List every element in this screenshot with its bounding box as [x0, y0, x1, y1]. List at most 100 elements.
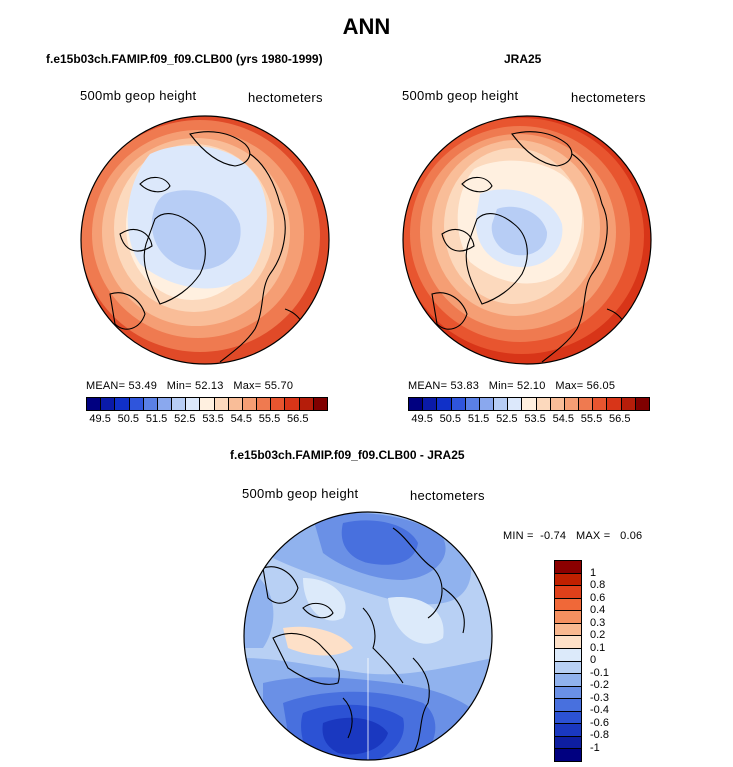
colorbar-swatch — [555, 711, 581, 725]
colorbar-swatch — [555, 686, 581, 700]
colorbar-tick-label: -1 — [590, 741, 600, 754]
max-label: Max= — [555, 380, 584, 392]
colorbar-tick-label: 55.5 — [258, 413, 281, 425]
colorbar-diff — [554, 560, 582, 762]
colorbar-swatch — [285, 398, 300, 410]
colorbar-tick-label: 56.5 — [287, 413, 309, 425]
colorbar-swatch — [101, 398, 116, 410]
colorbar-tick-label: 0 — [590, 654, 597, 666]
colorbar-tick-label: -0.3 — [590, 691, 609, 704]
colorbar-swatch — [621, 398, 636, 410]
colorbar-tick-label: 50.5 — [439, 413, 462, 425]
map-left — [80, 115, 330, 365]
max-value: 55.70 — [264, 380, 294, 392]
colorbar-swatch — [550, 398, 565, 410]
colorbar-tick-label: 56.5 — [609, 413, 631, 425]
colorbar-swatch — [242, 398, 258, 410]
colorbar-swatch — [555, 736, 581, 750]
colorbar-swatch — [536, 398, 551, 410]
colorbar-swatch — [437, 398, 452, 410]
colorbar-swatch — [299, 398, 314, 410]
colorbar-swatch — [257, 398, 272, 410]
colorbar-swatch — [555, 573, 581, 587]
colorbar-tick-label: 52.5 — [496, 413, 518, 425]
map-right — [402, 115, 652, 365]
colorbar-swatch — [494, 398, 509, 410]
colorbar-tick-label: 49.5 — [411, 413, 433, 425]
colorbar-tick-label: 54.5 — [552, 413, 574, 425]
min-label: Min= — [166, 380, 192, 392]
colorbar-swatch — [555, 724, 581, 737]
panel-left-case-title: f.e15b03ch.FAMIP.f09_f09.CLB00 (yrs 1980… — [46, 52, 323, 66]
colorbar-swatch — [508, 398, 523, 410]
max-label: Max= — [233, 380, 262, 392]
min-value: 52.13 — [195, 380, 224, 392]
mean-label: MEAN= — [86, 380, 126, 392]
colorbar-swatch — [228, 398, 243, 410]
colorbar-swatch — [555, 598, 581, 612]
colorbar-tick-label: 1 — [590, 566, 597, 579]
min-value: 52.10 — [517, 380, 546, 392]
min-value: -0.74 — [540, 530, 567, 542]
colorbar-swatch — [555, 749, 581, 761]
colorbar-tick-label: 51.5 — [145, 413, 168, 425]
colorbar-swatch — [214, 398, 229, 410]
diff-units-label: hectometers — [410, 488, 485, 503]
colorbar-tick-label: 55.5 — [580, 413, 603, 425]
colorbar-tick-label: -0.8 — [590, 729, 609, 741]
figure-title: ANN — [342, 14, 391, 39]
colorbar-swatch — [87, 398, 102, 410]
colorbar-tick-label: 51.5 — [467, 413, 490, 425]
max-value: 0.06 — [620, 530, 643, 542]
map-diff — [243, 511, 493, 761]
colorbar-swatch — [555, 623, 581, 637]
colorbar-tick-label: -0.1 — [590, 666, 609, 679]
colorbar-swatch — [129, 398, 144, 410]
colorbar-swatch — [522, 398, 537, 410]
colorbar-swatch — [409, 398, 424, 410]
diff-stats: MIN = -0.74 MAX = 0.06 — [503, 530, 642, 542]
colorbar-swatch — [593, 398, 608, 410]
colorbar-swatch — [143, 398, 158, 410]
colorbar-swatch — [555, 611, 581, 624]
colorbar-swatch — [186, 398, 201, 410]
colorbar-swatch — [555, 636, 581, 649]
colorbar-swatch — [423, 398, 438, 410]
min-label: MIN = — [503, 530, 534, 542]
colorbar-swatch — [635, 398, 649, 410]
colorbar-swatch — [465, 398, 480, 410]
max-value: 56.05 — [586, 380, 616, 392]
colorbar-tick-label: -0.2 — [590, 679, 609, 691]
min-label: Min= — [488, 380, 514, 392]
colorbar-swatch — [607, 398, 622, 410]
colorbar-tick-label: 54.5 — [230, 413, 252, 425]
panel-right-units-label: hectometers — [571, 90, 646, 105]
colorbar-swatch — [200, 398, 215, 410]
panel-right-case-title: JRA25 — [504, 52, 542, 66]
colorbar-swatch — [555, 699, 581, 712]
colorbar-swatch — [555, 586, 581, 599]
colorbar-swatch — [555, 674, 581, 687]
colorbar-right — [408, 397, 650, 411]
colorbar-tick-label: 0.1 — [590, 641, 606, 654]
colorbar-tick-label: 0.4 — [590, 604, 606, 616]
colorbar-swatch — [115, 398, 130, 410]
mean-value: 53.49 — [128, 380, 158, 392]
colorbar-tick-label: 0.3 — [590, 616, 606, 629]
colorbar-swatch — [157, 398, 173, 410]
colorbar-tick-label: 53.5 — [524, 413, 546, 425]
colorbar-tick-label: 49.5 — [89, 413, 111, 425]
max-label: MAX = — [576, 530, 611, 542]
colorbar-tick-label: 50.5 — [117, 413, 140, 425]
diff-case-title: f.e15b03ch.FAMIP.f09_f09.CLB00 - JRA25 — [230, 448, 465, 462]
panel-left-stats: MEAN= 53.49 Min= 52.13 Max= 55.70 — [86, 380, 293, 392]
colorbar-swatch — [564, 398, 580, 410]
colorbar-swatch — [172, 398, 187, 410]
colorbar-tick-label: -0.6 — [590, 716, 609, 729]
colorbar-swatch — [555, 648, 581, 662]
colorbar-swatch — [313, 398, 327, 410]
colorbar-tick-label: 0.6 — [590, 591, 606, 604]
colorbar-swatch — [579, 398, 594, 410]
colorbar-tick-label: 0.2 — [590, 629, 606, 641]
colorbar-diff-ticks: 1 0.8 0.6 0.4 0.3 0.2 0.1 0 -0.1 -0.2 -0.3 -0.4 -0.6… — [590, 560, 630, 760]
